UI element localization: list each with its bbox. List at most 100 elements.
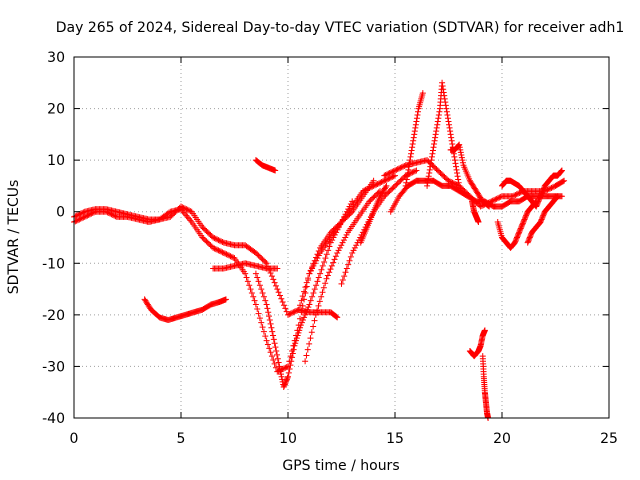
data-point [267,349,274,356]
data-point [299,317,306,324]
data-point [322,280,329,287]
data-point [516,228,523,235]
data-point [318,293,325,300]
data-point [538,190,545,197]
data-point [475,219,482,226]
data-point [264,341,271,348]
data-point [72,213,79,220]
data-point [187,208,194,215]
data-point [313,282,320,289]
data-point [206,240,213,247]
data-point [272,364,279,371]
data-point [445,118,452,125]
data-point [455,179,462,186]
data-point [444,112,451,119]
data-point [456,141,463,148]
data-point [260,293,267,300]
data-point [259,324,266,331]
data-point [408,150,415,157]
data-point [536,194,543,201]
data-point [315,252,322,259]
data-point [459,159,466,166]
data-point [409,144,416,151]
data-point [522,215,529,222]
data-point [392,172,398,179]
data-point [282,364,289,371]
data-point [330,234,337,241]
data-point [400,175,407,182]
series-track-late-cluster-b [494,198,540,251]
data-point [105,210,112,217]
data-point [327,229,334,236]
data-point [387,186,394,193]
data-point [370,194,377,201]
data-point [283,308,290,315]
data-point [457,149,464,156]
data-point [204,229,211,236]
data-point [73,212,80,219]
data-point [219,249,226,256]
data-point [431,137,438,144]
data-point [269,328,276,335]
data-point [247,286,254,293]
data-point [412,121,419,128]
data-point [486,203,493,210]
data-point [515,231,522,238]
data-point [382,171,389,178]
data-point [81,213,88,220]
data-point [434,167,441,174]
series-track-rising-a [302,188,384,365]
data-point [274,355,281,362]
data-point [402,182,409,189]
data-point [259,289,266,296]
data-point [72,218,79,225]
series-track-main-upper [71,177,377,318]
data-point [244,278,251,285]
data-point [512,238,519,245]
data-point [386,188,393,195]
data-point [345,261,352,268]
data-point [343,231,350,238]
data-point [429,147,436,154]
data-point [434,121,441,128]
data-point [266,345,273,352]
data-point [538,216,545,223]
data-point [315,274,322,281]
data-point [432,164,439,171]
data-point [226,252,233,259]
data-point [322,255,329,262]
data-point [212,246,219,253]
data-point [310,323,317,330]
data-point [80,214,87,221]
data-point [401,162,408,169]
data-point [335,224,342,231]
data-point [338,280,345,287]
data-point [419,90,426,97]
data-point [167,213,174,220]
data-point [558,167,565,174]
data-point [283,376,290,383]
data-point [112,213,119,220]
data-point [311,317,318,324]
series-track-isolated-upper [252,157,279,174]
data-point [394,180,401,187]
data-point [325,247,332,254]
data-point [207,231,214,238]
data-point [218,248,225,255]
data-point [518,224,525,231]
data-point [319,262,326,269]
data-point [496,194,503,201]
data-point [347,253,354,260]
data-point [512,191,519,198]
data-point [458,185,465,192]
data-point [255,278,262,285]
data-point [366,184,373,191]
data-point [446,121,453,128]
data-point [428,157,435,164]
data-point [407,153,414,160]
data-point [220,249,227,256]
data-point [514,233,521,240]
data-point [224,251,231,258]
data-point [258,255,265,262]
data-point [521,216,528,223]
